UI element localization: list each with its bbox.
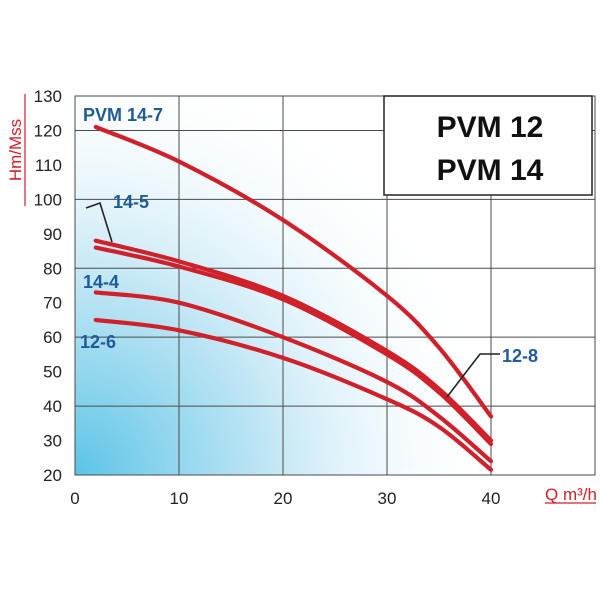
y-tick-label: 120 (34, 121, 62, 140)
y-tick-label: 80 (43, 259, 62, 278)
plot-frame (74, 95, 596, 476)
pointer-12-8 (446, 353, 500, 398)
curve-pvm-14-7 (93, 124, 494, 419)
curve-12-8 (93, 245, 494, 447)
label-pointers (85, 201, 500, 398)
curve-label-14-5: 14-5 (113, 192, 149, 212)
pointer-14-5 (85, 201, 113, 243)
curve-12-6 (93, 317, 494, 472)
y-tick-label: 50 (43, 363, 62, 382)
x-tick-label: 10 (170, 489, 189, 508)
x-axis-label: Q m³/h (545, 485, 597, 504)
curve-label-pvm-14-7: PVM 14-7 (83, 105, 163, 125)
y-tick-label: 40 (43, 397, 62, 416)
title-line-1: PVM 12 (437, 111, 544, 144)
x-tick-label: 20 (274, 489, 293, 508)
y-tick-label: 90 (43, 225, 62, 244)
y-tick-label: 110 (35, 156, 62, 175)
y-tick-label: 60 (43, 328, 62, 347)
title-box (383, 95, 593, 196)
x-tick-label: 30 (378, 489, 397, 508)
curve-label-12-6: 12-6 (80, 332, 116, 352)
curve-14-4 (93, 290, 494, 464)
tick-labels: 0 10 20 30 40 20 30 40 50 60 70 80 90 100 110 120 130 (34, 87, 501, 508)
x-tick-label: 0 (70, 489, 79, 508)
y-tick-label: 70 (43, 294, 62, 313)
curves (93, 124, 494, 472)
curve-label-12-8: 12-8 (502, 346, 538, 366)
curve-label-14-4: 14-4 (83, 272, 119, 292)
y-axis-label: Hm/Mss (6, 119, 25, 181)
x-tick-label: 40 (482, 489, 501, 508)
y-tick-label: 100 (34, 190, 62, 209)
y-tick-label: 30 (43, 432, 62, 451)
title-line-2: PVM 14 (437, 154, 544, 187)
y-tick-label: 20 (43, 466, 62, 485)
curve-14-5 (93, 238, 494, 443)
y-tick-label: 130 (34, 87, 62, 106)
